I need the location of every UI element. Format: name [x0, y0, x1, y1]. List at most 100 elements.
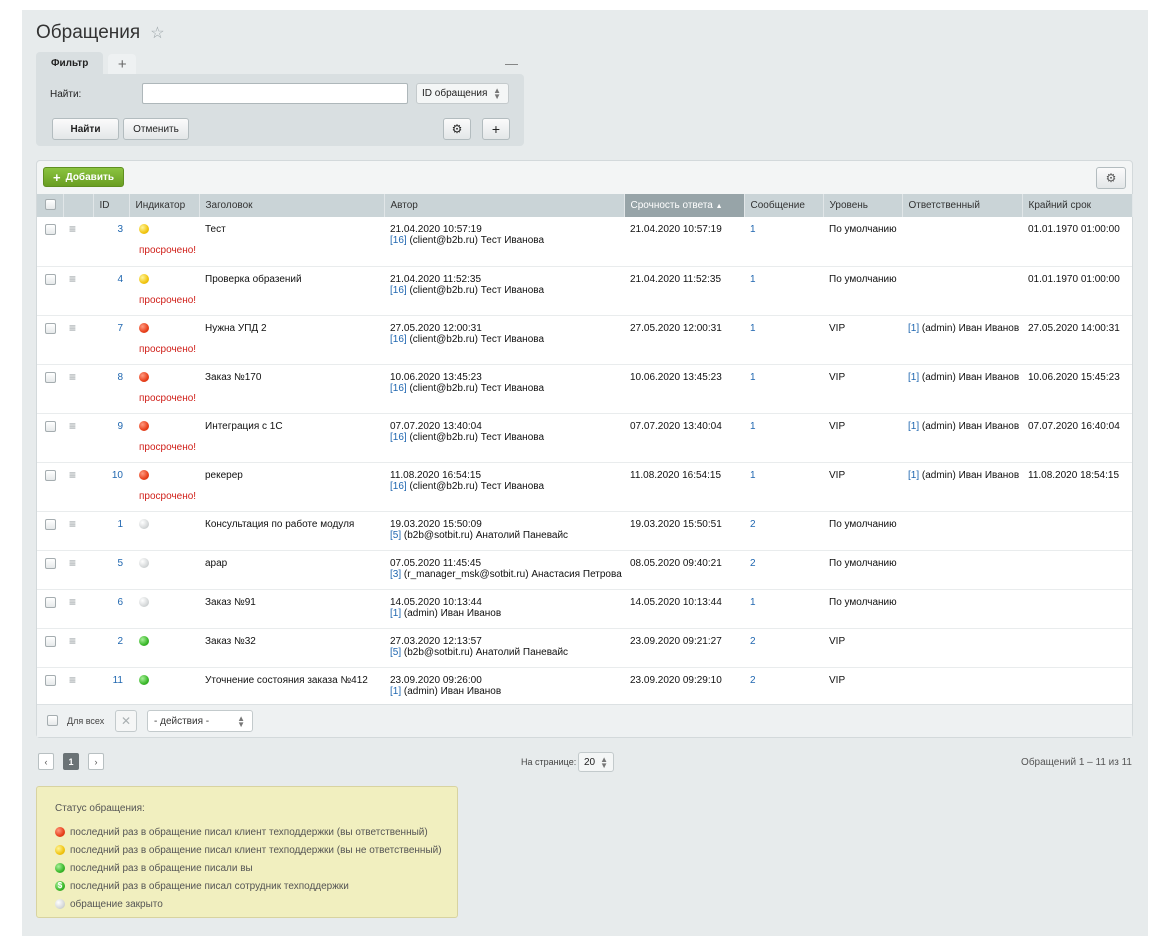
column-header-author[interactable]: Автор [384, 194, 625, 217]
filter-tab[interactable]: Фильтр [36, 52, 104, 74]
select-all-checkbox[interactable] [45, 198, 56, 210]
column-header-deadline[interactable]: Крайний срок [1022, 194, 1133, 217]
messages-count-link[interactable]: 2 [750, 518, 756, 530]
prev-page-button[interactable]: ‹ [38, 753, 54, 770]
table-row[interactable]: ≡ 10 просрочено! рекерер 11.08.2020 16:54:15… [37, 462, 1132, 512]
table-row[interactable]: ≡ 3 просрочено! Тест 21.04.2020 10:57:19 [16]… [37, 217, 1132, 267]
messages-count-link[interactable]: 1 [750, 224, 756, 235]
select-all-checkbox-cell[interactable] [37, 194, 64, 217]
column-header-responsible[interactable]: Ответственный [902, 194, 1023, 217]
row-menu-icon[interactable]: ≡ [69, 222, 77, 236]
ticket-id-link[interactable]: 6 [117, 596, 123, 608]
ticket-id-link[interactable]: 7 [117, 322, 123, 334]
ticket-id-link[interactable]: 8 [117, 371, 123, 383]
author-id-link[interactable]: [1] [390, 607, 402, 619]
grid-settings-gear-icon[interactable]: ⚙ [1096, 167, 1126, 189]
row-menu-icon[interactable]: ≡ [69, 320, 77, 335]
table-row[interactable]: ≡ 9 просрочено! Интеграция с 1С 07.07.2020 1… [37, 413, 1132, 463]
responsible-id-link[interactable]: [1] [908, 420, 920, 432]
row-checkbox[interactable] [45, 518, 56, 530]
author-id-link[interactable]: [3] [390, 568, 402, 580]
for-all-checkbox[interactable] [47, 715, 58, 726]
row-checkbox[interactable] [45, 273, 56, 285]
table-row[interactable]: ≡ 7 просрочено! Нужна УПД 2 27.05.2020 12:00… [37, 315, 1132, 365]
next-page-button[interactable]: › [88, 753, 104, 770]
ticket-title-cell[interactable]: Заказ №91 [199, 589, 384, 629]
table-row[interactable]: ≡ 4 просрочено! Проверка образений 21.04.202… [37, 266, 1132, 316]
row-checkbox[interactable] [45, 635, 56, 647]
filter-settings-gear-icon[interactable]: ⚙ [443, 118, 471, 140]
ticket-title-cell[interactable]: Консультация по работе модуля [199, 511, 384, 551]
row-menu-icon[interactable]: ≡ [69, 467, 77, 482]
table-row[interactable]: ≡ 2 Заказ №32 27.03.2020 12:13:57 [5] (b2b@s… [37, 628, 1132, 668]
page-button-current[interactable]: 1 [63, 753, 79, 770]
row-menu-icon[interactable]: ≡ [69, 271, 77, 286]
ticket-title-cell[interactable]: Нужна УПД 2 [199, 315, 384, 365]
messages-count-link[interactable]: 2 [750, 674, 756, 686]
row-menu-icon[interactable]: ≡ [69, 555, 77, 570]
row-menu-icon[interactable]: ≡ [69, 418, 77, 433]
messages-count-link[interactable]: 2 [750, 557, 756, 569]
author-id-link[interactable]: [16] [390, 235, 407, 246]
messages-count-link[interactable]: 1 [750, 273, 756, 285]
ticket-title-cell[interactable]: Заказ №170 [199, 364, 384, 414]
ticket-title-cell[interactable]: Интеграция с 1С [199, 413, 384, 463]
row-checkbox[interactable] [45, 674, 56, 686]
row-checkbox[interactable] [45, 469, 56, 481]
column-header-id[interactable]: ID [93, 194, 130, 217]
row-checkbox[interactable] [45, 420, 56, 432]
ticket-title-cell[interactable]: Уточнение состояния заказа №412 [199, 667, 384, 707]
ticket-id-link[interactable]: 11 [112, 674, 123, 686]
table-row[interactable]: ≡ 8 просрочено! Заказ №170 10.06.2020 13:45:… [37, 364, 1132, 414]
row-checkbox[interactable] [45, 557, 56, 569]
add-filter-tab-icon[interactable]: + [108, 54, 137, 74]
table-row[interactable]: ≡ 6 Заказ №91 14.05.2020 10:13:44 [1] (admin… [37, 589, 1132, 629]
messages-count-link[interactable]: 2 [750, 635, 756, 647]
author-id-link[interactable]: [16] [390, 284, 407, 296]
column-header-title[interactable]: Заголовок [199, 194, 385, 217]
find-button[interactable]: Найти [52, 118, 119, 140]
table-row[interactable]: ≡ 5 арар 07.05.2020 11:45:45 [3] (r_manager_… [37, 550, 1132, 590]
table-row[interactable]: ≡ 1 Консультация по работе модуля 19.03.202… [37, 511, 1132, 551]
column-header-urgency[interactable]: Срочность ответа ▲ [624, 194, 745, 217]
collapse-filter-icon[interactable]: — [505, 56, 518, 71]
ticket-id-link[interactable]: 2 [117, 635, 123, 647]
ticket-title-cell[interactable]: Заказ №32 [199, 628, 384, 668]
field-select[interactable]: ID обращения ▲ ▼ [416, 83, 509, 104]
row-checkbox[interactable] [45, 322, 56, 334]
messages-count-link[interactable]: 1 [750, 371, 756, 383]
row-menu-icon[interactable]: ≡ [69, 672, 77, 687]
star-icon[interactable]: ☆ [150, 25, 165, 42]
row-menu-icon[interactable]: ≡ [69, 369, 77, 384]
row-menu-icon[interactable]: ≡ [69, 594, 77, 609]
ticket-id-link[interactable]: 1 [117, 518, 123, 530]
cancel-button[interactable]: Отменить [123, 118, 189, 140]
row-menu-icon[interactable]: ≡ [69, 633, 77, 648]
per-page-select[interactable]: 20 ▲ ▼ [578, 752, 614, 772]
ticket-title-cell[interactable]: арар [199, 550, 384, 590]
actions-select[interactable]: - действия - ▲ ▼ [147, 710, 253, 732]
responsible-id-link[interactable]: [1] [908, 469, 920, 481]
ticket-title-cell[interactable]: Тест [199, 217, 384, 267]
table-row[interactable]: ≡ 11 Уточнение состояния заказа №412 23.09.… [37, 667, 1132, 707]
ticket-id-link[interactable]: 4 [117, 273, 123, 285]
ticket-id-link[interactable]: 10 [111, 469, 123, 481]
ticket-id-link[interactable]: 9 [117, 420, 123, 432]
column-header-level[interactable]: Уровень [823, 194, 903, 217]
messages-count-link[interactable]: 1 [750, 420, 756, 432]
ticket-title-cell[interactable]: рекерер [199, 462, 384, 512]
ticket-id-link[interactable]: 3 [117, 224, 123, 235]
ticket-id-link[interactable]: 5 [117, 557, 123, 569]
row-menu-icon[interactable]: ≡ [69, 516, 77, 531]
add-filter-field-icon[interactable]: + [482, 118, 510, 140]
author-id-link[interactable]: [16] [390, 480, 407, 492]
row-checkbox[interactable] [45, 596, 56, 608]
row-checkbox[interactable] [45, 371, 56, 383]
add-button[interactable]: + Добавить [43, 167, 124, 187]
responsible-id-link[interactable]: [1] [908, 371, 920, 383]
ticket-title-cell[interactable]: Проверка образений [199, 266, 384, 316]
author-id-link[interactable]: [16] [390, 333, 407, 345]
search-input[interactable] [142, 83, 408, 104]
column-header-messages[interactable]: Сообщение [744, 194, 824, 217]
author-id-link[interactable]: [5] [390, 646, 402, 658]
